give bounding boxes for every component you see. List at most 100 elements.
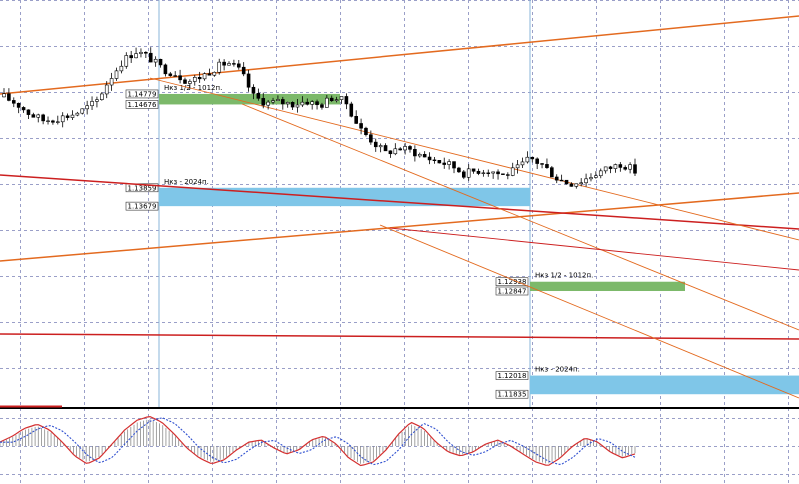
candle-body xyxy=(618,164,623,168)
candle-body xyxy=(305,101,310,105)
candle-body xyxy=(85,105,89,110)
candle-body xyxy=(378,145,383,148)
candle-body xyxy=(11,100,16,104)
candle-body xyxy=(178,75,182,81)
candle-body xyxy=(447,161,451,165)
candle-body xyxy=(202,73,207,80)
falling-trend-line-upper xyxy=(0,174,799,230)
candle-body xyxy=(31,114,36,118)
candle-body xyxy=(124,55,129,67)
candle-body xyxy=(148,52,153,63)
candle-body xyxy=(417,154,422,157)
zone-2-band xyxy=(159,187,530,207)
candle-body xyxy=(594,175,598,178)
candle-body xyxy=(310,101,314,105)
candle-body xyxy=(207,73,212,76)
price-tag xyxy=(125,183,159,193)
candle-body xyxy=(413,149,417,157)
candle-body xyxy=(476,170,481,174)
candle-body xyxy=(554,176,559,181)
candle-body xyxy=(481,172,486,174)
candle-body xyxy=(256,93,261,99)
candle-body xyxy=(598,170,603,177)
zone-label: Нкз - 2024п. xyxy=(164,178,209,186)
candle-body xyxy=(95,99,99,102)
candle-body xyxy=(192,77,197,82)
candle-body xyxy=(144,51,148,54)
candle-body xyxy=(315,101,319,106)
candle-body xyxy=(422,154,427,158)
candle-body xyxy=(559,179,564,182)
candle-body xyxy=(510,167,515,176)
candle-body xyxy=(222,61,226,66)
zone-label: Нкз - 2024п. xyxy=(535,366,580,374)
candle-body xyxy=(300,101,305,106)
candle-body xyxy=(70,114,75,118)
candle-body xyxy=(388,150,393,155)
candle-body xyxy=(486,172,491,174)
candle-body xyxy=(550,167,554,178)
candle-body xyxy=(36,114,41,118)
candle-body xyxy=(114,70,119,79)
candle-body xyxy=(496,171,500,175)
candle-body xyxy=(134,53,138,59)
price-tag-label: 1.12938 xyxy=(498,278,527,286)
candle-body xyxy=(21,107,26,111)
candle-body xyxy=(579,182,583,185)
candle-body xyxy=(320,104,324,108)
candle-body xyxy=(584,178,588,184)
candle-body xyxy=(461,171,466,178)
candle-body xyxy=(188,81,192,84)
price-tag-label: 1.13859 xyxy=(128,184,157,192)
candle-body xyxy=(266,101,270,106)
lower-red-line xyxy=(389,227,799,271)
horizontal-red-line xyxy=(0,333,799,340)
candle-body xyxy=(26,109,31,115)
candle-body xyxy=(232,63,236,65)
candle-body xyxy=(452,161,456,169)
candle-body xyxy=(183,79,187,84)
candle-body xyxy=(104,84,109,95)
candle-body xyxy=(403,146,407,151)
zone-4-band xyxy=(530,375,799,395)
candle-body xyxy=(613,164,618,169)
candle-body xyxy=(339,96,344,100)
falling-channel-line xyxy=(149,77,799,241)
price-tag xyxy=(125,100,159,109)
candle-body xyxy=(471,168,476,172)
candle-body xyxy=(227,63,231,66)
rising-trend-line xyxy=(0,192,799,262)
candle-body xyxy=(491,171,495,174)
candle-body xyxy=(168,73,173,76)
candle-body xyxy=(373,141,378,148)
price-tag xyxy=(495,389,529,399)
candle-body xyxy=(173,75,178,77)
candle-body xyxy=(364,127,368,136)
price-tag-label: 1.12018 xyxy=(498,372,527,380)
price-tag xyxy=(495,371,529,380)
candle-body xyxy=(344,96,349,105)
candle-body xyxy=(271,100,275,103)
candle-body xyxy=(261,98,266,106)
candle-body xyxy=(217,61,222,73)
candle-body xyxy=(285,101,290,105)
candle-body xyxy=(236,63,241,68)
candle-body xyxy=(56,121,60,123)
candle-body xyxy=(246,73,251,88)
zone-label: Нкз 1/2 - 1012п. xyxy=(164,84,222,92)
candle-body xyxy=(2,93,6,98)
candle-body xyxy=(65,115,70,118)
candle-body xyxy=(241,66,246,75)
candle-body xyxy=(334,99,339,101)
candle-body xyxy=(163,64,168,75)
candle-body xyxy=(212,71,217,76)
candle-body xyxy=(574,183,579,187)
candle-body xyxy=(564,179,569,185)
price-tag xyxy=(495,277,529,287)
candle-body xyxy=(515,164,520,169)
candle-body xyxy=(51,120,55,123)
candle-body xyxy=(525,156,530,163)
candle-body xyxy=(369,134,373,143)
candle-body xyxy=(100,93,104,100)
candle-body xyxy=(129,55,133,59)
